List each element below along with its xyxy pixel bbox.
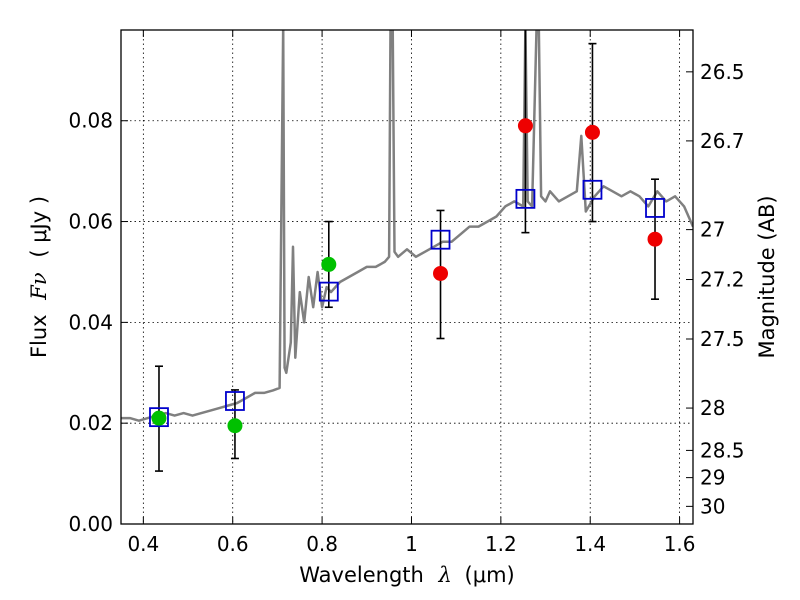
x-tick-label: 0.8 xyxy=(306,532,338,556)
y2-tick-label: 27.2 xyxy=(700,268,745,292)
y-tick-label: 0.08 xyxy=(68,109,113,133)
photometry-point xyxy=(647,231,663,247)
y2-tick-label: 26.7 xyxy=(700,129,745,153)
photometry-point xyxy=(151,410,167,426)
x-tick-label: 0.6 xyxy=(217,532,249,556)
y-axis-title-text: Flux xyxy=(27,314,51,358)
y2-tick-label: 27 xyxy=(700,218,725,242)
photometry-point xyxy=(227,418,243,434)
y2-tick-label: 27.5 xyxy=(700,327,745,351)
y-axis-title-symbol: Fν xyxy=(27,272,51,301)
photometry-point xyxy=(517,118,533,134)
model-photometry-square xyxy=(225,391,245,411)
x-axis-title-unit: (μm) xyxy=(465,563,515,587)
data-layer xyxy=(121,30,693,472)
x-axis-title-symbol: λ xyxy=(438,563,452,587)
y-tick-label: 0.00 xyxy=(68,512,113,536)
y-tick-label: 0.04 xyxy=(68,310,113,334)
x-tick-label: 0.4 xyxy=(127,532,159,556)
model-photometry-square xyxy=(645,198,665,218)
y2-tick-label: 30 xyxy=(700,494,725,518)
y-axis-title: Flux Fν ( μJy ) xyxy=(27,196,51,358)
x-axis-title: Wavelength λ (μm) xyxy=(299,563,514,587)
y2-tick-label: 26.5 xyxy=(700,60,745,84)
y-tick-label: 0.02 xyxy=(68,411,113,435)
photometry-point xyxy=(321,256,337,272)
model-photometry-square xyxy=(149,407,169,428)
y2-tick-label: 29 xyxy=(700,466,725,490)
y2-tick-label: 28 xyxy=(700,396,725,420)
x-tick-label: 1 xyxy=(405,532,418,556)
model-photometry-square xyxy=(582,179,603,200)
y-axis-title-unit: ( μJy ) xyxy=(27,196,51,258)
photometry-point xyxy=(433,265,449,281)
x-tick-label: 1.6 xyxy=(664,532,696,556)
x-tick-label: 1.2 xyxy=(485,532,517,556)
y2-tick-label: 28.5 xyxy=(700,438,745,462)
y-tick-label: 0.06 xyxy=(68,210,113,234)
x-axis-title-text: Wavelength xyxy=(299,563,424,587)
x-tick-label: 1.4 xyxy=(574,532,606,556)
model-photometry-square xyxy=(515,188,536,209)
y2-axis-title: Magnitude (AB) xyxy=(755,195,779,358)
ticks: 0.4 0.6 0.8 1 1.2 1.4 1.6 0.00 0.02 0.04 0.06 0.08 2… xyxy=(68,30,745,556)
model-photometry-square xyxy=(430,229,451,250)
model-photometry-square xyxy=(318,281,339,302)
photometry-point xyxy=(584,124,600,140)
plot-frame xyxy=(120,29,694,525)
